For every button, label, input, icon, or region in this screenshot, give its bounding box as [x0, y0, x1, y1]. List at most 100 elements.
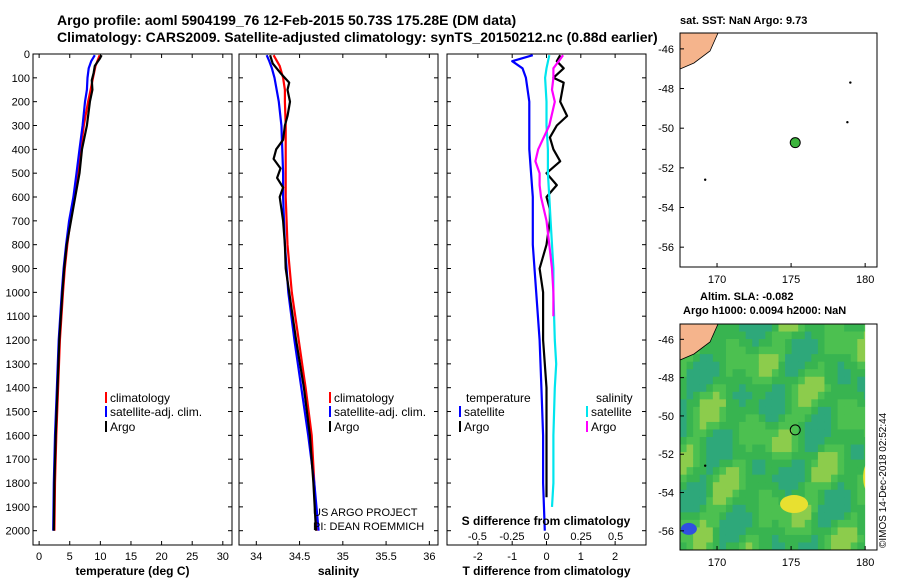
sla-cell	[778, 339, 786, 347]
sla-cell	[778, 324, 786, 332]
sla-cell	[837, 497, 845, 506]
diff-legend-temp-argo-label: Argo	[464, 420, 490, 434]
sla-cell	[791, 414, 799, 423]
sla-cell	[725, 339, 733, 347]
sla-cell	[758, 467, 766, 476]
sla-cell	[725, 406, 733, 415]
sla-cell	[771, 467, 779, 476]
sla-cell	[745, 376, 753, 385]
sla-cell	[752, 429, 760, 438]
sla-cell	[798, 489, 806, 498]
sla-cell	[804, 421, 812, 430]
sla-cell	[680, 459, 687, 468]
sla-cell	[758, 527, 766, 536]
sla-cell	[739, 324, 747, 332]
sla-cell	[712, 497, 720, 506]
sla-cell	[680, 444, 687, 453]
sla-cell	[811, 406, 819, 415]
sla-cell	[778, 512, 786, 521]
sla-cell	[758, 354, 766, 363]
sla-cell	[719, 429, 727, 438]
sla-cell	[791, 369, 799, 378]
sla-cell	[719, 512, 727, 521]
sla-cell	[680, 497, 687, 506]
sla-cell	[699, 519, 707, 528]
sla-cell	[765, 421, 773, 430]
sla-cell	[798, 459, 806, 468]
sla-cell	[706, 384, 714, 393]
sla-cell	[824, 361, 832, 370]
salinity-series-argo	[269, 54, 318, 531]
sla-cell	[706, 527, 714, 536]
sla-cell	[745, 542, 753, 551]
sla-cell	[844, 331, 852, 340]
sla-cell	[778, 482, 786, 491]
sla-cell	[804, 459, 812, 468]
sla-cell	[739, 527, 747, 536]
sla-cell	[686, 504, 694, 513]
sla-cell	[752, 444, 760, 453]
sla-cell	[712, 429, 720, 438]
sla-cell	[706, 414, 714, 423]
sla-cell	[804, 482, 812, 491]
sla-cell	[725, 497, 733, 506]
sla-cell	[850, 459, 858, 468]
sla-cell	[824, 324, 832, 332]
sla-cell	[739, 452, 747, 460]
sla-cell	[719, 324, 727, 332]
sla-cell	[712, 504, 720, 513]
sla-cell	[771, 519, 779, 528]
salinity-axes-frame	[238, 53, 439, 546]
sla-cell	[850, 519, 858, 528]
sla-cell	[837, 376, 845, 385]
sla-cell	[732, 437, 740, 445]
sla-cell	[831, 339, 838, 347]
sla-cell	[791, 339, 799, 347]
sla-cell	[732, 444, 740, 453]
sal-legend-satellite-label: satellite-adj. clim.	[334, 405, 426, 419]
sla-cell	[693, 489, 701, 498]
sla-cell	[850, 534, 858, 543]
sla-cell	[680, 399, 687, 408]
sla-cell	[804, 339, 812, 347]
sla-cell	[804, 542, 812, 551]
sla-cell	[798, 444, 806, 453]
sla-cell	[719, 504, 727, 513]
sla-cell	[850, 512, 858, 521]
sla-cell	[804, 497, 812, 506]
sla-cell	[719, 346, 727, 355]
sla-cell	[725, 527, 733, 536]
sla-cell	[686, 421, 694, 430]
sla-cell	[798, 452, 806, 460]
sla-cell	[817, 406, 825, 415]
sla-cell	[811, 384, 819, 393]
sla-cell	[831, 376, 838, 385]
depth-tick-label: 1300	[6, 359, 30, 371]
sla-cell	[804, 527, 812, 536]
sla-map-title: Altim. SLA: -0.082	[700, 291, 794, 303]
sla-cell	[680, 369, 687, 378]
sla-cell	[817, 534, 825, 543]
sla-cell	[725, 346, 733, 355]
depth-tick-label: 1600	[6, 430, 30, 442]
x-tick-label: 20	[155, 551, 167, 563]
sla-cell	[712, 399, 720, 408]
sla-cell	[725, 331, 733, 340]
sla-cell	[752, 459, 760, 468]
sla-cell	[844, 369, 852, 378]
sla-cell	[831, 542, 838, 551]
lat-tick-label: -46	[658, 334, 674, 346]
sla-cell	[785, 444, 793, 453]
sla-cell	[765, 354, 773, 363]
sla-cell	[837, 444, 845, 453]
x-tick-label: 30	[217, 551, 229, 563]
sla-cell	[844, 452, 852, 460]
sla-cell	[785, 519, 793, 528]
sla-cell	[817, 346, 825, 355]
sla-cell	[778, 414, 786, 423]
sla-cell	[765, 391, 773, 400]
sla-cell	[857, 459, 865, 468]
sla-cell	[798, 474, 806, 483]
sla-cell	[712, 339, 720, 347]
diff-legend-sal-satellite-label: satellite	[591, 405, 632, 419]
